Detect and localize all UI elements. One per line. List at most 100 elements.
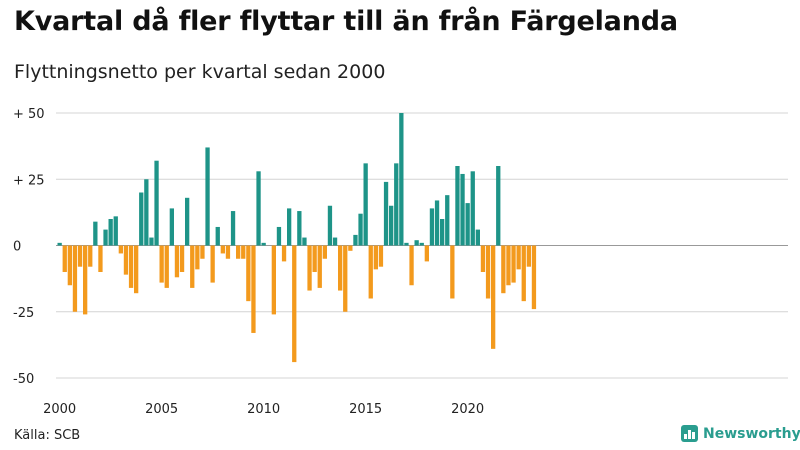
bar bbox=[389, 205, 394, 246]
bar bbox=[220, 245, 225, 254]
bar bbox=[72, 245, 78, 312]
bar bbox=[521, 245, 526, 302]
brand-name: Newsworthy bbox=[703, 425, 800, 442]
bar bbox=[455, 166, 460, 246]
y-tick-label: -50 bbox=[13, 372, 34, 387]
y-axis-labels: + 50 + 25 0 -25 -50 bbox=[13, 107, 45, 387]
bars bbox=[57, 113, 537, 363]
bar bbox=[312, 245, 317, 272]
bar bbox=[480, 245, 486, 272]
bar bbox=[281, 245, 287, 262]
bar bbox=[465, 203, 470, 246]
bar bbox=[88, 245, 93, 267]
y-tick-label: + 50 bbox=[13, 107, 45, 122]
bar bbox=[429, 208, 435, 246]
bar bbox=[531, 245, 537, 310]
bar bbox=[322, 245, 327, 259]
bar bbox=[419, 242, 424, 246]
bar bbox=[103, 229, 108, 246]
bar bbox=[205, 147, 210, 246]
bar bbox=[241, 245, 246, 259]
bar bbox=[210, 245, 215, 283]
bar bbox=[261, 242, 266, 246]
bar bbox=[83, 245, 88, 315]
bar bbox=[215, 226, 220, 246]
x-axis-labels: 2000 2005 2010 2015 2020 bbox=[43, 402, 484, 417]
bar bbox=[185, 197, 190, 246]
chart-title: Kvartal då fler flyttar till än från Fär… bbox=[14, 6, 678, 37]
bar bbox=[123, 245, 129, 275]
bar bbox=[414, 240, 419, 246]
bar bbox=[353, 234, 358, 246]
bar bbox=[440, 219, 445, 246]
bar bbox=[394, 163, 399, 246]
x-tick-label: 2000 bbox=[43, 402, 76, 417]
bar bbox=[383, 181, 389, 246]
bar bbox=[317, 245, 322, 288]
bar bbox=[200, 245, 205, 259]
bar bbox=[399, 113, 404, 246]
x-tick-label: 2005 bbox=[145, 402, 178, 417]
bar bbox=[470, 171, 475, 246]
y-tick-label: 0 bbox=[13, 240, 21, 255]
brand-logo: Newsworthy bbox=[681, 425, 800, 442]
bar bbox=[139, 192, 144, 246]
bar bbox=[67, 245, 72, 286]
bar bbox=[358, 213, 363, 246]
bar bbox=[246, 245, 251, 302]
bar bbox=[378, 245, 384, 267]
bar bbox=[404, 242, 409, 246]
source-note: Källa: SCB bbox=[14, 428, 81, 443]
bar bbox=[297, 211, 302, 246]
bar bbox=[409, 245, 414, 286]
bar bbox=[424, 245, 429, 262]
bar bbox=[256, 171, 261, 246]
bar bbox=[169, 208, 174, 246]
bar bbox=[93, 221, 98, 246]
bar bbox=[113, 216, 118, 246]
bar bbox=[108, 219, 113, 246]
bar bbox=[292, 245, 297, 363]
bar bbox=[98, 245, 103, 272]
bar bbox=[338, 245, 343, 291]
x-tick-label: 2020 bbox=[451, 402, 484, 417]
bar bbox=[118, 245, 123, 254]
bar bbox=[276, 226, 282, 246]
bar bbox=[149, 237, 154, 246]
bar bbox=[128, 245, 134, 288]
x-tick-label: 2015 bbox=[349, 402, 382, 417]
bar-chart: + 50 + 25 0 -25 -50 2000 2005 2010 2015 2020 bbox=[13, 107, 788, 417]
bar bbox=[225, 245, 231, 259]
bar bbox=[343, 245, 348, 312]
bar bbox=[62, 245, 67, 272]
bar bbox=[516, 245, 521, 270]
chart-icon bbox=[681, 425, 698, 442]
bar bbox=[506, 245, 511, 286]
bar bbox=[460, 173, 465, 246]
bar bbox=[154, 160, 159, 246]
bar bbox=[332, 237, 338, 246]
bar bbox=[526, 245, 531, 267]
bar bbox=[195, 245, 200, 270]
y-tick-label: -25 bbox=[13, 306, 34, 321]
bar bbox=[475, 229, 480, 246]
bar bbox=[271, 245, 276, 315]
y-tick-label: + 25 bbox=[13, 173, 45, 188]
bar bbox=[236, 245, 241, 259]
bar bbox=[307, 245, 312, 291]
bar bbox=[496, 166, 501, 246]
gridlines bbox=[56, 112, 788, 379]
bar bbox=[511, 245, 516, 283]
bar bbox=[159, 245, 164, 283]
bar bbox=[179, 245, 185, 272]
bar bbox=[348, 245, 353, 251]
bar bbox=[134, 245, 139, 294]
bar bbox=[190, 245, 195, 288]
bar bbox=[287, 208, 292, 246]
chart-subtitle: Flyttningsnetto per kvartal sedan 2000 bbox=[14, 61, 386, 83]
bar bbox=[368, 245, 373, 299]
bar bbox=[485, 245, 491, 299]
bar bbox=[501, 245, 506, 294]
bar bbox=[491, 245, 496, 349]
bar bbox=[230, 211, 236, 246]
